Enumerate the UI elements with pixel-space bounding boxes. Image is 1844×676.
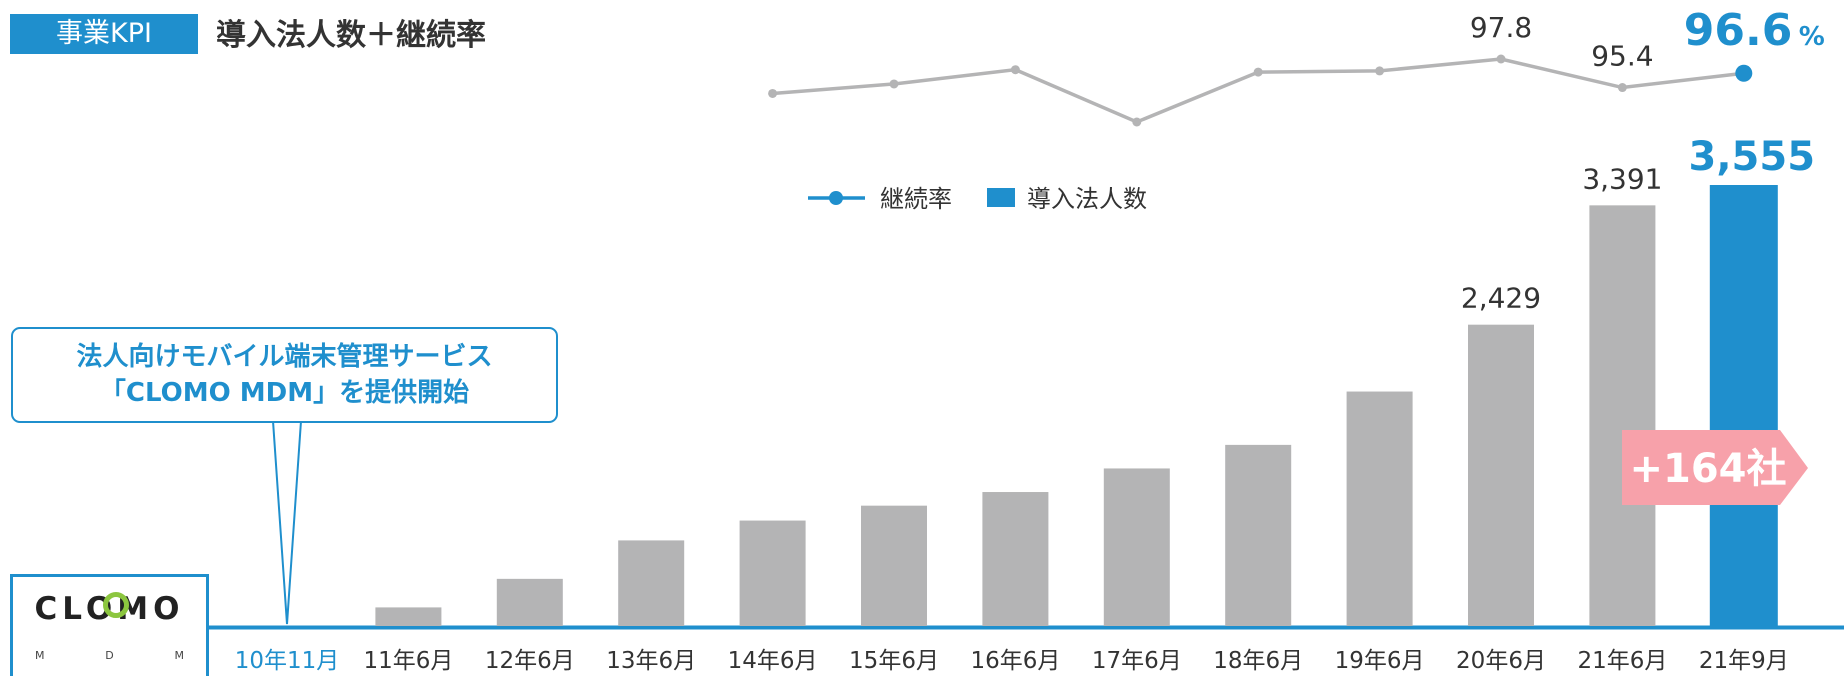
callout-pointer: [271, 420, 303, 625]
page-title: 導入法人数＋継続率: [216, 18, 486, 53]
bar-data-label: 2,429: [1461, 282, 1541, 315]
x-tick-label: 17年6月: [1092, 648, 1182, 674]
bar: [1589, 205, 1656, 626]
legend-line-marker: [829, 191, 843, 205]
line-unit-label: %: [1799, 22, 1825, 52]
header-badge: 事業KPI: [10, 14, 198, 54]
x-tick-label: 18年6月: [1213, 648, 1303, 674]
bar: [618, 540, 685, 626]
bar: [861, 505, 927, 626]
retention-point: [1010, 65, 1020, 75]
bar: [1468, 324, 1534, 626]
x-tick-label: 21年6月: [1577, 648, 1667, 674]
x-tick-label: 11年6月: [363, 648, 453, 674]
x-tick-label: 20年6月: [1456, 648, 1546, 674]
logo-sub-letter: D: [105, 649, 114, 662]
line-data-label: 95.4: [1591, 40, 1653, 73]
line-data-label: 97.8: [1470, 11, 1532, 44]
x-tick-label: 14年6月: [728, 648, 818, 674]
retention-point: [768, 88, 778, 98]
bar: [1103, 468, 1170, 626]
x-tick-label: 16年6月: [970, 648, 1060, 674]
bar-data-label: 3,555: [1689, 134, 1816, 180]
x-tick-label: 10年11月: [235, 648, 340, 674]
retention-point: [1617, 83, 1627, 93]
x-tick-label: 21年9月: [1699, 648, 1789, 674]
bar: [1346, 391, 1413, 626]
x-tick-label: 15年6月: [849, 648, 939, 674]
line-data-label: 96.6: [1684, 5, 1793, 56]
bar: [1709, 185, 1778, 626]
retention-point: [889, 79, 899, 89]
retention-point: [1735, 64, 1753, 82]
legend-bar-swatch: [987, 188, 1015, 207]
legend-bar-label: 導入法人数: [1027, 185, 1147, 213]
retention-point: [1132, 117, 1142, 127]
bar: [496, 578, 563, 626]
bar-data-label: 3,391: [1582, 162, 1662, 195]
callout-line-2: 「CLOMO MDM」を提供開始: [99, 378, 470, 408]
bar: [739, 520, 806, 626]
bar: [982, 492, 1049, 626]
callout-line-1: 法人向けモバイル端末管理サービス: [76, 342, 493, 372]
clomo-logo: CLOMO M D M: [10, 574, 209, 676]
legend-line-label: 継続率: [880, 185, 952, 213]
logo-ring-icon: [103, 592, 129, 618]
increase-badge-label: +164社: [1629, 446, 1786, 492]
x-tick-label: 19年6月: [1335, 648, 1425, 674]
bar: [375, 607, 442, 626]
callout-box: 法人向けモバイル端末管理サービス 「CLOMO MDM」を提供開始: [11, 327, 558, 423]
x-tick-label: 13年6月: [606, 648, 696, 674]
x-tick-label: 12年6月: [485, 648, 575, 674]
bar: [1225, 444, 1292, 626]
logo-sub-letter: M: [174, 649, 184, 662]
retention-point: [1496, 54, 1506, 64]
increase-badge-arrow: [1622, 430, 1808, 505]
retention-point: [1253, 67, 1263, 77]
logo-subtext: M D M: [35, 649, 184, 662]
logo-sub-letter: M: [35, 649, 45, 662]
retention-point: [1375, 66, 1385, 76]
